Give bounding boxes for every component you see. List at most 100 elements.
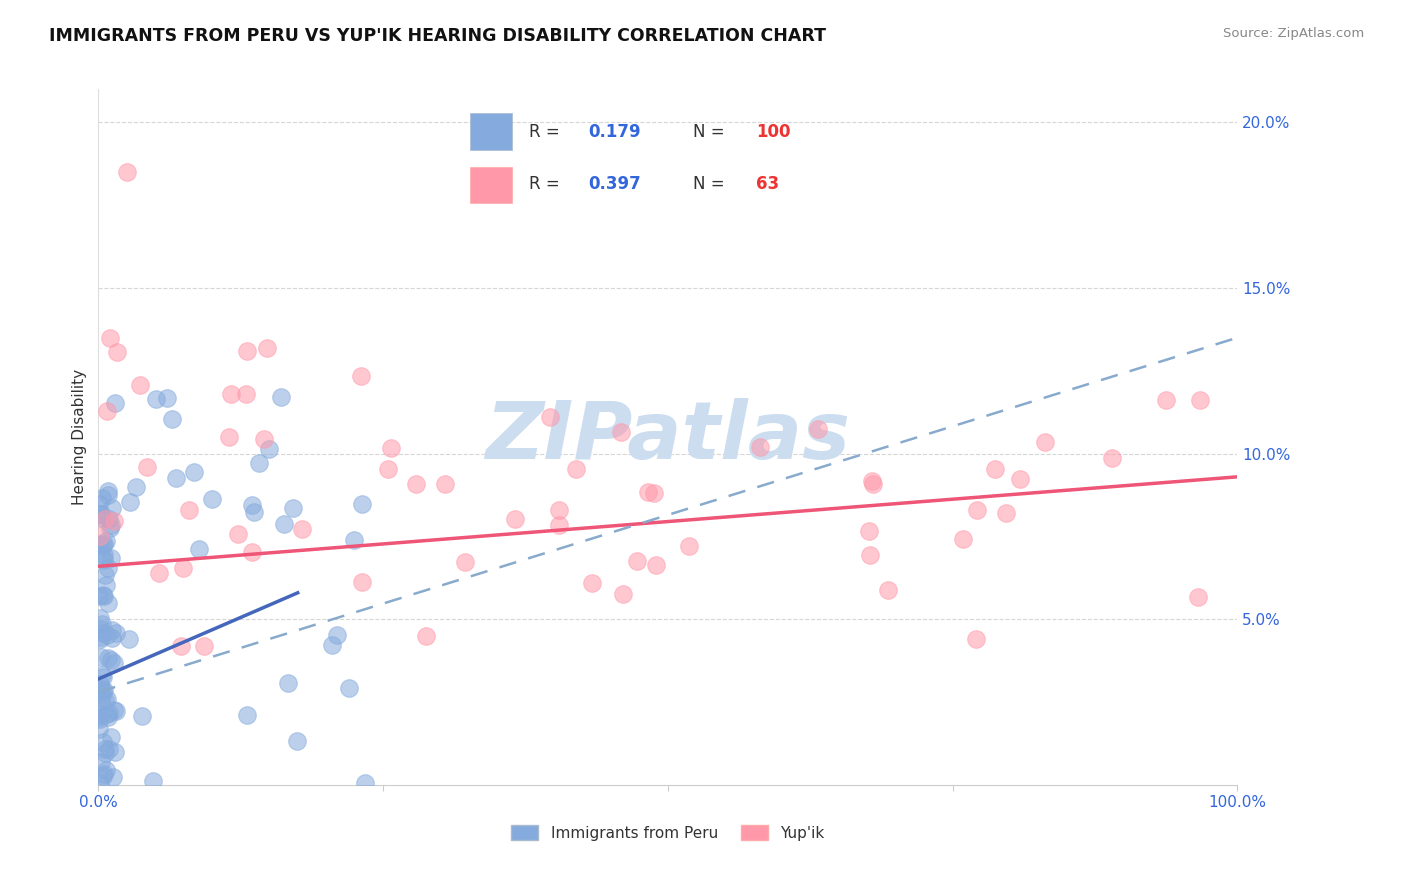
Point bbox=[218, 430, 240, 444]
Point bbox=[104, 396, 127, 410]
Point bbox=[644, 558, 666, 573]
Point bbox=[253, 432, 276, 446]
Y-axis label: Hearing Disability: Hearing Disability bbox=[72, 369, 87, 505]
Point bbox=[343, 533, 366, 548]
Point bbox=[100, 500, 122, 515]
Point bbox=[966, 502, 988, 516]
Point bbox=[96, 404, 118, 418]
Point bbox=[193, 639, 215, 653]
Point bbox=[581, 576, 603, 591]
Point bbox=[90, 681, 112, 696]
Point bbox=[93, 537, 115, 551]
Point bbox=[100, 518, 122, 533]
Point bbox=[94, 568, 117, 582]
Point bbox=[131, 708, 153, 723]
Text: ZIPatlas: ZIPatlas bbox=[485, 398, 851, 476]
Point bbox=[98, 706, 121, 720]
Point bbox=[90, 630, 112, 644]
Point bbox=[96, 706, 118, 721]
Point bbox=[201, 492, 224, 507]
Point bbox=[240, 545, 263, 559]
Text: IMMIGRANTS FROM PERU VS YUP'IK HEARING DISABILITY CORRELATION CHART: IMMIGRANTS FROM PERU VS YUP'IK HEARING D… bbox=[49, 27, 827, 45]
Point bbox=[643, 486, 665, 500]
Point bbox=[862, 476, 884, 491]
Point bbox=[90, 755, 112, 769]
Point bbox=[97, 488, 120, 502]
Point bbox=[1187, 590, 1209, 604]
Point bbox=[128, 377, 150, 392]
Point bbox=[100, 550, 122, 565]
Point bbox=[93, 552, 115, 566]
Point bbox=[90, 668, 112, 682]
Legend: Immigrants from Peru, Yup'ik: Immigrants from Peru, Yup'ik bbox=[505, 819, 831, 847]
Point bbox=[90, 695, 112, 709]
Point bbox=[87, 589, 110, 603]
Point bbox=[564, 462, 586, 476]
Point bbox=[89, 537, 111, 551]
Point bbox=[97, 596, 120, 610]
Point bbox=[94, 577, 117, 591]
Point bbox=[101, 771, 124, 785]
Point bbox=[104, 704, 127, 718]
Point bbox=[101, 624, 124, 638]
Point bbox=[952, 532, 974, 546]
Point bbox=[859, 549, 882, 563]
Point bbox=[98, 521, 121, 535]
Point bbox=[94, 742, 117, 756]
Point bbox=[170, 639, 193, 653]
Point bbox=[97, 512, 120, 526]
Point bbox=[104, 745, 127, 759]
Point bbox=[748, 440, 770, 454]
Point bbox=[98, 331, 121, 345]
Point bbox=[240, 498, 263, 512]
Point bbox=[172, 561, 194, 575]
Point bbox=[277, 675, 299, 690]
Point bbox=[89, 776, 111, 790]
Point bbox=[93, 588, 115, 602]
Point bbox=[183, 465, 205, 479]
Point bbox=[90, 491, 112, 505]
Point bbox=[354, 776, 377, 790]
Point bbox=[142, 774, 165, 789]
Point bbox=[270, 390, 292, 404]
Point bbox=[90, 507, 112, 521]
Point bbox=[125, 480, 148, 494]
Point bbox=[96, 628, 118, 642]
Point bbox=[90, 650, 112, 665]
Point bbox=[100, 653, 122, 667]
Point bbox=[94, 746, 117, 760]
Point bbox=[93, 693, 115, 707]
Point bbox=[454, 555, 477, 569]
Point bbox=[165, 471, 187, 485]
Point bbox=[188, 541, 211, 556]
Point bbox=[90, 508, 112, 522]
Point bbox=[90, 688, 112, 702]
Point bbox=[89, 497, 111, 511]
Point bbox=[97, 710, 120, 724]
Point bbox=[89, 712, 111, 726]
Point bbox=[97, 741, 120, 756]
Point bbox=[219, 387, 242, 401]
Point bbox=[160, 412, 183, 426]
Point bbox=[91, 551, 114, 566]
Point bbox=[118, 632, 141, 646]
Point bbox=[352, 497, 374, 511]
Point bbox=[548, 518, 571, 533]
Point bbox=[380, 441, 402, 455]
Point bbox=[984, 462, 1007, 476]
Point bbox=[858, 524, 880, 538]
Point bbox=[678, 539, 700, 553]
Point bbox=[101, 631, 124, 645]
Point bbox=[273, 516, 295, 531]
Point bbox=[350, 574, 373, 589]
Point bbox=[1154, 393, 1177, 408]
Point bbox=[1033, 435, 1056, 450]
Point bbox=[87, 710, 110, 724]
Point bbox=[415, 629, 437, 643]
Point bbox=[90, 510, 112, 524]
Text: Source: ZipAtlas.com: Source: ZipAtlas.com bbox=[1223, 27, 1364, 40]
Point bbox=[807, 422, 830, 436]
Point bbox=[235, 343, 257, 358]
Point bbox=[538, 410, 561, 425]
Point bbox=[433, 477, 456, 491]
